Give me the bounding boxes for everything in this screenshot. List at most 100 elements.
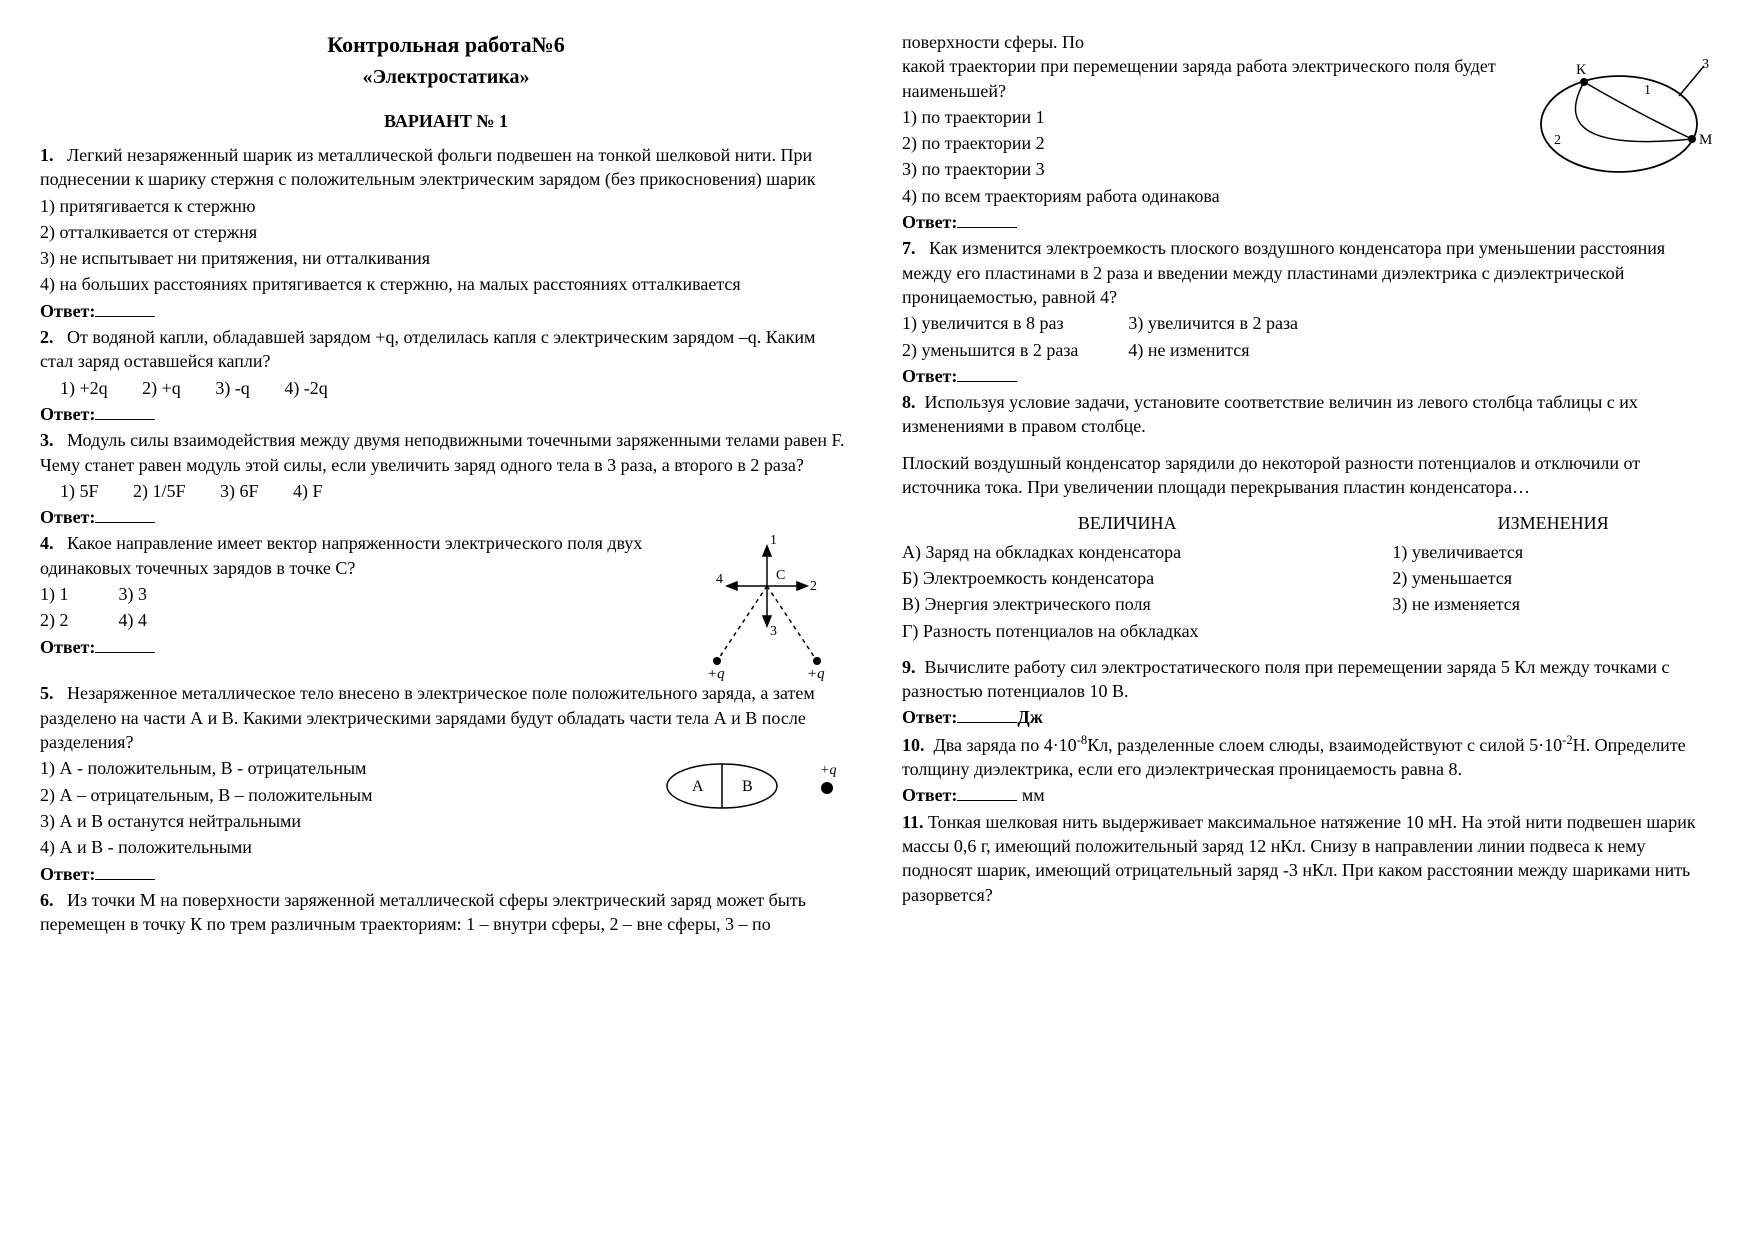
q5-text: Незаряженное металлическое тело внесено …	[40, 683, 815, 752]
q4-label-3: 3	[770, 624, 777, 639]
q3-options: 1) 5F 2) 1/5F 3) 6F 4) F	[40, 479, 852, 503]
q10-exp1: -8	[1077, 733, 1088, 747]
q5-label-q: +q	[820, 763, 836, 778]
q1-opt4: 4) на больших расстояниях притягивается …	[40, 272, 852, 296]
q8-match: ВЕЛИЧИНА А) Заряд на обкладках конденсат…	[902, 511, 1714, 644]
q8-left-header: ВЕЛИЧИНА	[902, 511, 1352, 535]
question-1: 1. Легкий незаряженный шарик из металлич…	[40, 143, 852, 323]
answer-label: Ответ:	[40, 637, 95, 657]
question-2: 2. От водяной капли, обладавшей зарядом …	[40, 325, 852, 426]
q11-text: Тонкая шелковая нить выдерживает максима…	[902, 812, 1696, 905]
q1-text: Легкий незаряженный шарик из металлическ…	[40, 145, 816, 189]
q8-r2: 2) уменьшается	[1392, 566, 1714, 590]
question-11: 11. Тонкая шелковая нить выдерживает мак…	[902, 810, 1714, 907]
q11-num: 11.	[902, 812, 924, 832]
answer-blank[interactable]	[95, 300, 155, 317]
q2-o2: 2) +q	[142, 378, 181, 398]
q1-num: 1.	[40, 145, 54, 165]
q6-label-1: 1	[1644, 83, 1651, 98]
question-5: 5. Незаряженное металлическое тело внесе…	[40, 681, 852, 887]
q7-o2: 3) увеличится в 2 раза	[1128, 311, 1298, 335]
doc-title: Контрольная работа№6	[40, 30, 852, 60]
q3-num: 3.	[40, 430, 54, 450]
question-8: 8. Используя условие задачи, установите …	[902, 390, 1714, 645]
q1-opt3: 3) не испытывает ни притяжения, ни оттал…	[40, 246, 852, 270]
answer-label: Ответ:	[40, 864, 95, 884]
answer-blank[interactable]	[95, 862, 155, 879]
q5-label-a: А	[692, 778, 704, 795]
q8-ld: Г) Разность потенциалов на обкладках	[902, 619, 1352, 643]
q4-diagram: 1 2 3 4 С +q +q	[682, 531, 852, 681]
answer-label: Ответ:	[902, 212, 957, 232]
q5-o4: 4) А и В - положительными	[40, 835, 852, 859]
q4-o2: 3) 3	[119, 582, 148, 606]
q2-o3: 3) -q	[215, 378, 250, 398]
q8-la: А) Заряд на обкладках конденсатора	[902, 540, 1352, 564]
q8-lc: В) Энергия электрического поля	[902, 592, 1352, 616]
q1-opt2: 2) отталкивается от стержня	[40, 220, 852, 244]
q1-opt1: 1) притягивается к стержню	[40, 194, 852, 218]
variant-label: ВАРИАНТ № 1	[40, 109, 852, 133]
q7-o1: 1) увеличится в 8 раз	[902, 311, 1078, 335]
q4-label-ql: +q	[707, 666, 725, 681]
q6-label-m: М	[1699, 132, 1712, 148]
q4-o3: 2) 2	[40, 608, 69, 632]
q8-r3: 3) не изменяется	[1392, 592, 1714, 616]
question-9: 9. Вычислите работу сил электростатическ…	[902, 655, 1714, 730]
answer-blank[interactable]	[95, 506, 155, 523]
q7-text: Как изменится электроемкость плоского во…	[902, 238, 1665, 307]
answer-label: Ответ:	[40, 301, 95, 321]
question-7: 7. Как изменится электроемкость плоского…	[902, 236, 1714, 388]
q7-o3: 2) уменьшится в 2 раза	[902, 338, 1078, 362]
q5-label-b: В	[742, 778, 753, 795]
q3-text: Модуль силы взаимодействия между двумя н…	[40, 430, 845, 474]
q4-o4: 4) 4	[119, 608, 148, 632]
answer-blank[interactable]	[957, 784, 1017, 801]
q6-num: 6.	[40, 890, 54, 910]
q4-num: 4.	[40, 533, 54, 553]
q7-o4: 4) не изменится	[1128, 338, 1298, 362]
q5-num: 5.	[40, 683, 54, 703]
answer-label: Ответ:	[902, 785, 957, 805]
q6-o4: 4) по всем траекториям работа одинакова	[902, 184, 1714, 208]
q2-text: От водяной капли, обладавшей зарядом +q,…	[40, 327, 815, 371]
q3-o3: 3) 6F	[220, 481, 259, 501]
q4-label-2: 2	[810, 579, 817, 594]
q2-num: 2.	[40, 327, 54, 347]
q4-text: Какое направление имеет вектор напряженн…	[40, 533, 642, 577]
q8-text: Используя условие задачи, установите соо…	[902, 392, 1638, 436]
q10-unit: мм	[1022, 785, 1045, 805]
q9-text: Вычислите работу сил электростатического…	[902, 657, 1670, 701]
q8-num: 8.	[902, 392, 916, 412]
q4-label-c: С	[776, 568, 785, 583]
q2-options: 1) +2q 2) +q 3) -q 4) -2q	[40, 376, 852, 400]
question-6b: К М 1 2 3 какой траектории при перемещен…	[902, 54, 1714, 236]
q6-diagram: К М 1 2 3	[1524, 54, 1714, 184]
answer-blank[interactable]	[95, 635, 155, 652]
q7-options: 1) увеличится в 8 раз 2) уменьшится в 2 …	[902, 311, 1714, 364]
q3-o2: 2) 1/5F	[133, 481, 186, 501]
q4-o1: 1) 1	[40, 582, 69, 606]
q7-num: 7.	[902, 238, 916, 258]
question-4: 1 2 3 4 С +q +q 4. Какое направление име…	[40, 531, 852, 681]
q4-label-1: 1	[770, 533, 777, 548]
answer-blank[interactable]	[957, 211, 1017, 228]
q4-label-4: 4	[716, 572, 723, 587]
answer-label: Ответ:	[902, 707, 957, 727]
q5-diagram: А В +q	[652, 756, 852, 816]
q2-o4: 4) -2q	[284, 378, 328, 398]
answer-label: Ответ:	[902, 366, 957, 386]
q10-textb: Кл, разделенные слоем слюды, взаимодейст…	[1087, 735, 1562, 755]
q9-unit: Дж	[1017, 707, 1042, 727]
answer-blank[interactable]	[95, 403, 155, 420]
q2-o1: 1) +2q	[60, 378, 108, 398]
answer-blank[interactable]	[957, 365, 1017, 382]
q6-label-k: К	[1576, 62, 1587, 78]
answer-blank[interactable]	[957, 706, 1017, 723]
q8-text2: Плоский воздушный конденсатор зарядили д…	[902, 451, 1714, 500]
answer-label: Ответ:	[40, 507, 95, 527]
q4-label-qr: +q	[807, 666, 825, 681]
q10-exp2: -2	[1562, 733, 1573, 747]
question-10: 10. Два заряда по 4·10-8Кл, разделенные …	[902, 732, 1714, 808]
doc-subtitle: «Электростатика»	[40, 64, 852, 91]
